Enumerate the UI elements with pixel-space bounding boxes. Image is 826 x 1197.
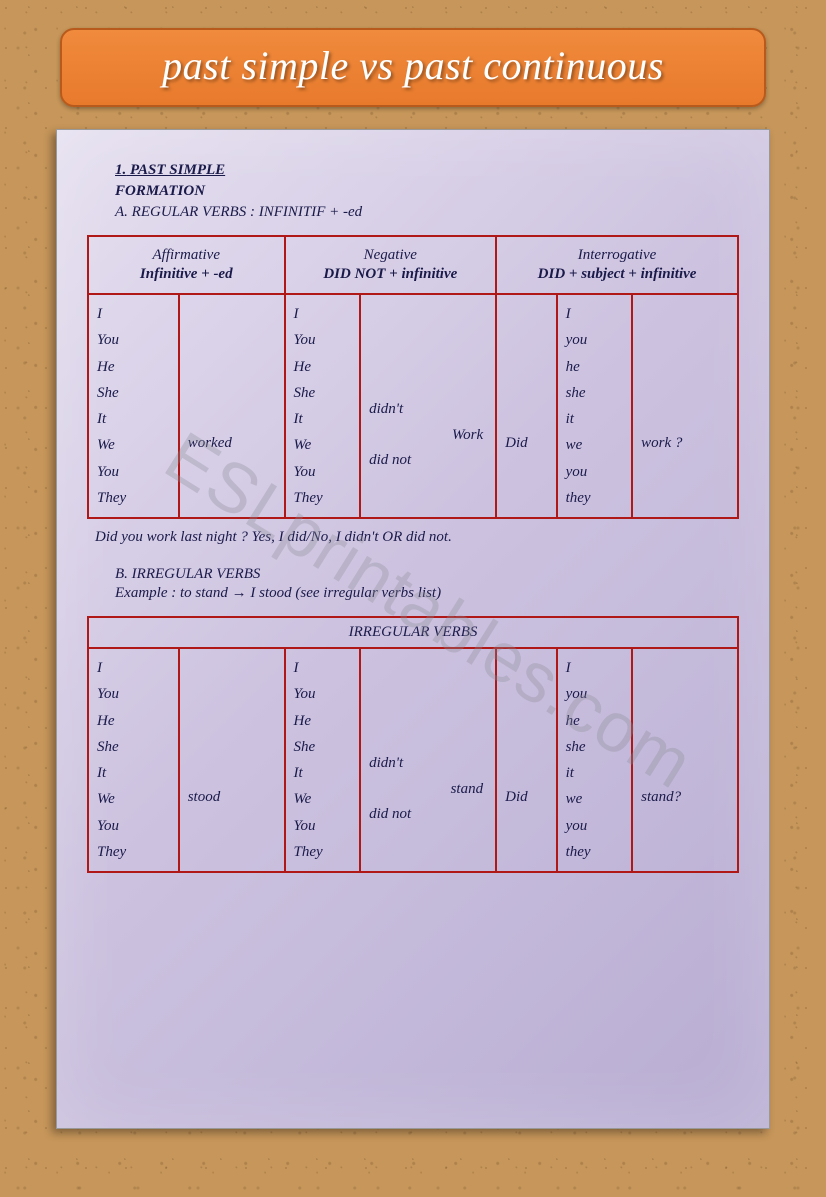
neg-didnot: did not [369, 802, 487, 828]
table-header-row: IRREGULAR VERBS [88, 617, 738, 648]
pronoun-list: IYouHeSheItWeYouThey [294, 655, 352, 865]
example-note: Did you work last night ? Yes, I did/No,… [95, 529, 739, 546]
neg-verb-cell: didn't Work did not [360, 294, 496, 518]
col-negative: Negative DID NOT + infinitive [285, 236, 497, 294]
section-num: 1. [115, 162, 126, 178]
table-header-row: Affirmative Infinitive + -ed Negative DI… [88, 236, 738, 294]
irregular-verbs-table: IRREGULAR VERBS IYouHeSheItWeYouThey sto… [87, 616, 739, 873]
aff-verb-cell: worked [179, 294, 285, 518]
pronoun-cell: IYouHeSheItWeYouThey [88, 648, 179, 872]
pronoun-list: Iyouhesheitweyouthey [566, 655, 624, 865]
table-row: IYouHeSheItWeYouThey worked IYouHeSheItW… [88, 294, 738, 518]
col-interrogative: Interrogative DID + subject + infinitive [496, 236, 738, 294]
pronoun-list: IYouHeSheItWeYouThey [97, 655, 170, 865]
irregular-title: B. IRREGULAR VERBS [115, 566, 739, 583]
formation-label: FORMATION [115, 183, 739, 200]
pronoun-cell: IYouHeSheItWeYouThey [88, 294, 179, 518]
section-1-heading: 1. PAST SIMPLE [115, 162, 739, 179]
pronoun-list: Iyouhesheitweyouthey [566, 301, 624, 511]
irregular-header: IRREGULAR VERBS [88, 617, 738, 648]
irregular-example: Example : to stand → I stood (see irregu… [115, 585, 739, 602]
title-banner: past simple vs past continuous [60, 28, 766, 107]
pronoun-cell: Iyouhesheitweyouthey [557, 294, 633, 518]
regular-verbs-table: Affirmative Infinitive + -ed Negative DI… [87, 235, 739, 519]
neg-verb: Work [369, 423, 487, 449]
col-label: Affirmative [95, 247, 278, 264]
pronoun-cell: IYouHeSheItWeYouThey [285, 648, 361, 872]
table-row: IYouHeSheItWeYouThey stood IYouHeSheItWe… [88, 648, 738, 872]
section-b: B. IRREGULAR VERBS Example : to stand → … [87, 566, 739, 602]
neg-verb-cell: didn't stand did not [360, 648, 496, 872]
did-cell: Did [496, 294, 556, 518]
did-cell: Did [496, 648, 556, 872]
regular-rule: A. REGULAR VERBS : INFINITIF + -ed [115, 204, 739, 221]
col-label: Interrogative [503, 247, 731, 264]
pronoun-cell: IYouHeSheItWeYouThey [285, 294, 361, 518]
col-format: Infinitive + -ed [140, 266, 233, 282]
pronoun-list: IYouHeSheItWeYouThey [294, 301, 352, 511]
aff-verb-cell: stood [179, 648, 285, 872]
col-format: DID + subject + infinitive [538, 266, 697, 282]
col-affirmative: Affirmative Infinitive + -ed [88, 236, 285, 294]
neg-verb: stand [369, 777, 487, 803]
col-format: DID NOT + infinitive [323, 266, 457, 282]
col-label: Negative [292, 247, 490, 264]
section-name: PAST SIMPLE [130, 162, 225, 178]
worksheet-sheet: ESLprintables.com 1. PAST SIMPLE FORMATI… [56, 129, 770, 1129]
page-title: past simple vs past continuous [82, 42, 744, 89]
neg-didnt: didn't [369, 397, 487, 423]
neg-didnot: did not [369, 448, 487, 474]
pronoun-cell: Iyouhesheitweyouthey [557, 648, 633, 872]
pronoun-list: IYouHeSheItWeYouThey [97, 301, 170, 511]
neg-didnt: didn't [369, 751, 487, 777]
q-verb-cell: work ? [632, 294, 738, 518]
q-verb-cell: stand? [632, 648, 738, 872]
